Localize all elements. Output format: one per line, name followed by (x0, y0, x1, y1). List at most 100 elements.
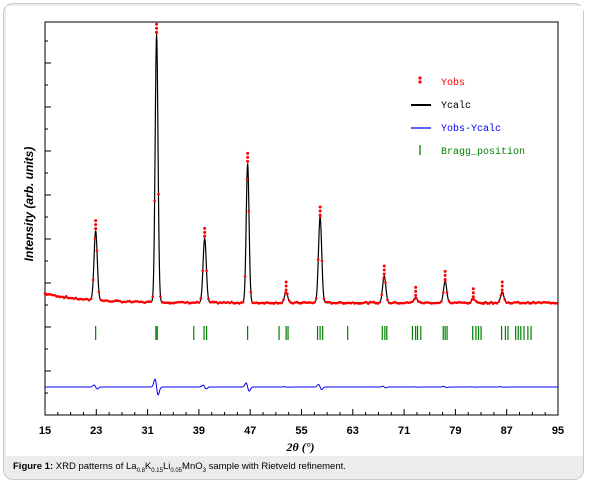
x-tick-label: 63 (347, 425, 359, 437)
yobs-point (214, 300, 218, 304)
yobs-point (471, 295, 475, 299)
yobs-point (130, 300, 133, 304)
yobs-point (486, 302, 489, 305)
yobs-point (495, 302, 499, 305)
legend-label: Ycalc (441, 100, 471, 112)
yobs-point (197, 301, 201, 304)
yobs-point (395, 301, 399, 305)
yobs-point (384, 281, 387, 284)
yobs-point (118, 299, 122, 303)
yobs-point (238, 302, 241, 305)
x-tick-label: 71 (398, 425, 410, 437)
yobs-point (128, 299, 131, 303)
yobs-point (545, 301, 549, 304)
yobs-point (366, 302, 370, 305)
yobs-point (430, 302, 433, 305)
obs-points (43, 22, 559, 305)
yobs-point (180, 300, 183, 304)
yobs-point (463, 301, 466, 304)
yobs-point (443, 273, 447, 277)
yobs-point (276, 302, 280, 305)
yobs-point (151, 295, 155, 299)
yobs-point (153, 199, 156, 203)
yobs-point (457, 301, 460, 304)
yobs-point (449, 301, 453, 305)
yobs-point (284, 280, 288, 284)
xrd-chart: 15 23 31 39 47 55 63 71 79 87 95 Intensity (arb. u… (22, 21, 564, 454)
x-axis-label: 2θ (°) (285, 440, 314, 454)
yobs-point (491, 302, 495, 305)
x-tick-label: 55 (295, 425, 307, 437)
yobs-point (520, 301, 524, 305)
yobs-point (114, 299, 118, 302)
yobs-point (78, 297, 81, 301)
yobs-point (471, 291, 475, 295)
legend-label: Bragg_position (441, 146, 525, 158)
yobs-point (55, 295, 58, 298)
yobs-point (155, 30, 159, 34)
yobs-point (159, 295, 162, 298)
yobs-point (374, 301, 378, 305)
yobs-point (443, 269, 447, 273)
y-axis-label: Intensity (arb. units) (22, 147, 36, 262)
yobs-point (109, 300, 112, 303)
yobs-point (314, 297, 318, 300)
yobs-point (322, 297, 326, 301)
yobs-point (249, 290, 253, 294)
yobs-point (313, 301, 316, 304)
yobs-point (420, 301, 424, 305)
yobs-point (532, 300, 535, 304)
yobs-point (393, 300, 397, 304)
yobs-point (414, 285, 418, 289)
yobs-point (94, 223, 98, 227)
yobs-point (500, 288, 504, 292)
caption-text: XRD patterns of La (53, 461, 137, 472)
yobs-point (432, 301, 435, 305)
yobs-point (74, 296, 78, 300)
yobs-point (286, 292, 289, 296)
yobs-point (147, 300, 151, 303)
yobs-point (274, 301, 278, 304)
yobs-point (207, 297, 210, 301)
yobs-point (211, 300, 214, 304)
yobs-point (438, 301, 441, 305)
yobs-point (199, 297, 203, 300)
bragg-ticks (95, 326, 532, 340)
yobs-point (143, 301, 147, 305)
yobs-point (316, 258, 320, 261)
yobs-point (370, 300, 374, 304)
yobs-point (424, 301, 428, 304)
yobs-point (301, 301, 305, 304)
yobs-point (509, 302, 512, 305)
yobs-point (372, 300, 376, 304)
yobs-point (305, 301, 308, 304)
caption-sub: 0.15 (151, 467, 163, 474)
yobs-point (241, 300, 245, 304)
yobs-point (461, 301, 464, 304)
yobs-point (328, 300, 332, 304)
yobs-point (500, 280, 504, 284)
yobs-point (414, 293, 418, 297)
axes (44, 21, 559, 416)
yobs-point (411, 300, 414, 304)
yobs-point (471, 287, 475, 291)
x-tick-label: 79 (449, 425, 461, 437)
yobs-point (503, 298, 507, 301)
yobs-point (137, 300, 141, 304)
plot-border (44, 21, 559, 416)
yobs-point (53, 293, 56, 297)
yobs-point (507, 301, 510, 304)
yobs-point (434, 301, 437, 305)
x-tick-labels: 15 23 31 39 47 55 63 71 79 87 95 (39, 425, 564, 437)
yobs-point (126, 299, 130, 303)
yobs-point (205, 269, 208, 273)
yobs-point (378, 301, 382, 304)
yobs-point (553, 302, 557, 305)
yobs-point (101, 299, 105, 303)
caption-sub: 0.05 (170, 467, 183, 474)
yobs-point (272, 302, 276, 305)
yobs-point (357, 302, 360, 305)
legend-swatch-yobs (418, 80, 422, 84)
yobs-point (364, 300, 368, 304)
plot-panel: 15 23 31 39 47 55 63 71 79 87 95 Intensity (arb. u… (6, 6, 583, 456)
